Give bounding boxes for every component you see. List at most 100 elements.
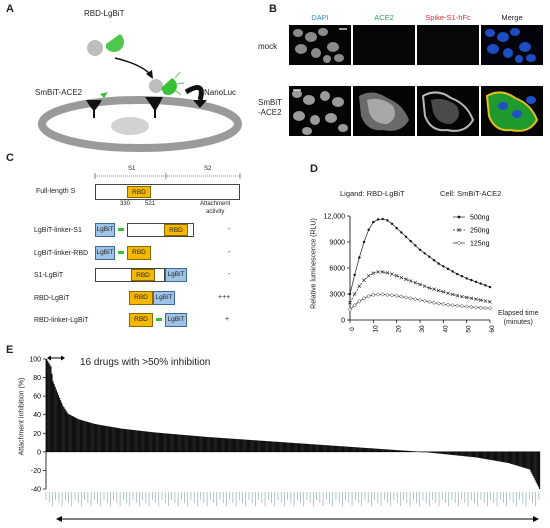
bar	[85, 421, 87, 452]
bar	[275, 441, 278, 452]
bar	[257, 440, 259, 452]
bar	[391, 449, 394, 452]
panel-d-label: D	[310, 163, 318, 175]
bar	[121, 428, 123, 452]
bar	[528, 451, 530, 470]
bar	[519, 451, 521, 467]
bar	[436, 451, 439, 454]
y-tick-label: 3000	[329, 292, 345, 299]
bar	[193, 435, 195, 452]
bar	[239, 439, 241, 452]
col-merge: Merge	[501, 13, 523, 22]
bar	[488, 451, 490, 460]
col-ace2: ACE2	[374, 13, 394, 22]
bar	[439, 451, 441, 454]
bar	[333, 445, 336, 452]
point-125ng	[385, 292, 390, 298]
bar	[537, 451, 540, 487]
bar	[225, 438, 227, 452]
bar	[163, 433, 165, 452]
point-250ng	[474, 297, 478, 302]
bar	[477, 451, 479, 458]
point-500ng	[437, 262, 440, 265]
bar	[401, 450, 403, 452]
bar	[82, 420, 84, 452]
bar	[343, 446, 345, 452]
point-250ng	[446, 291, 450, 295]
point-500ng	[446, 267, 450, 271]
point-125ng	[478, 305, 483, 311]
bar	[222, 438, 224, 452]
bar	[173, 434, 176, 452]
bar	[279, 441, 281, 452]
bar	[165, 433, 167, 452]
series-line-500ng	[349, 218, 491, 295]
bar	[130, 429, 133, 452]
bar	[177, 434, 179, 452]
bar	[484, 451, 486, 459]
bar	[55, 389, 57, 452]
bar	[168, 433, 170, 452]
panel-a-diagram	[38, 34, 242, 152]
bar	[300, 443, 302, 452]
construct-name-5: RBD-linker-LgBiT	[34, 317, 89, 324]
bar	[230, 438, 232, 452]
x-tick-label: 60	[489, 325, 496, 333]
bar	[74, 417, 77, 452]
point-500ng	[484, 284, 487, 287]
bar	[335, 445, 338, 452]
bar	[359, 447, 361, 452]
bar	[213, 437, 215, 452]
point-500ng	[470, 278, 473, 282]
bar	[202, 436, 205, 452]
bar	[459, 451, 461, 456]
y-tick-label: 0	[341, 318, 345, 325]
point-500ng	[414, 244, 417, 247]
bar	[211, 437, 213, 452]
bar	[530, 451, 532, 472]
bar	[495, 451, 498, 461]
bar	[98, 424, 100, 452]
bar	[241, 439, 243, 452]
bar	[482, 451, 484, 459]
bar	[229, 438, 231, 452]
point-125ng	[371, 292, 376, 298]
s1-label: S1	[128, 166, 136, 172]
bar	[461, 451, 463, 456]
lgbit-ligand	[87, 40, 103, 56]
bar	[446, 451, 448, 455]
point-125ng	[399, 294, 404, 299]
bar	[64, 408, 66, 452]
panel-c-scale	[94, 173, 241, 179]
annotation-arrowhead-right	[61, 355, 65, 361]
bar	[367, 448, 369, 452]
point-125ng	[483, 305, 488, 311]
bar	[310, 444, 312, 452]
span-arrowhead-right	[533, 516, 539, 522]
bar	[153, 432, 155, 452]
point-125ng	[408, 296, 413, 301]
bar	[317, 444, 319, 452]
bar	[48, 362, 50, 452]
bar	[76, 418, 78, 452]
point-250ng	[390, 272, 394, 276]
bar	[283, 442, 285, 452]
bar	[58, 397, 61, 452]
bar	[492, 451, 494, 461]
bar	[113, 427, 115, 452]
bar	[127, 429, 129, 452]
point-500ng	[479, 282, 482, 285]
full-length-rbd: RBD	[127, 186, 151, 198]
bar	[393, 449, 396, 452]
point-500ng	[418, 248, 422, 251]
bar	[219, 437, 222, 452]
point-500ng	[409, 239, 412, 243]
emission-arrow	[184, 85, 204, 101]
bar	[143, 431, 145, 452]
bar	[269, 441, 271, 452]
bar	[160, 433, 163, 452]
bar	[324, 445, 326, 452]
bar	[376, 448, 378, 452]
bar	[86, 421, 89, 452]
smbit-tag	[100, 92, 108, 98]
